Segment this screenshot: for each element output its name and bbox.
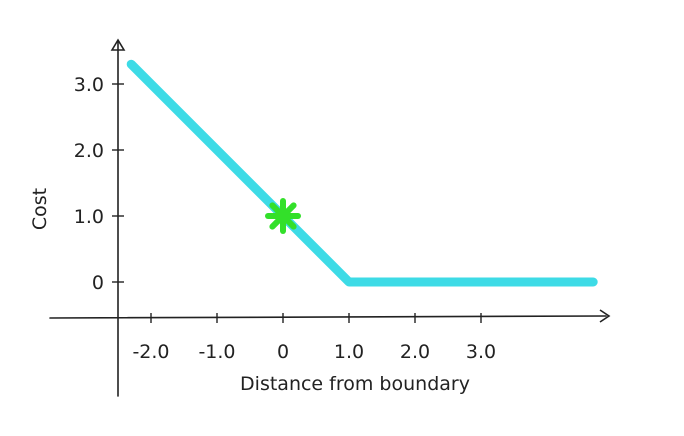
tick-labels: -2.0 -1.0 0 1.0 2.0 3.0 0 1.0 2.0 3.0 bbox=[74, 74, 496, 363]
axes bbox=[49, 38, 611, 397]
cost-line bbox=[126, 59, 598, 287]
y-tick-label: 1.0 bbox=[74, 206, 104, 228]
marker bbox=[265, 198, 301, 234]
x-tick-label: -1.0 bbox=[198, 341, 235, 363]
tick-marks bbox=[112, 83, 482, 323]
x-axis-arrow bbox=[599, 309, 611, 323]
x-tick-label: 3.0 bbox=[466, 341, 496, 363]
x-axis-label: Distance from boundary bbox=[240, 373, 470, 395]
x-tick-label: -2.0 bbox=[132, 341, 169, 363]
series bbox=[126, 59, 598, 287]
y-tick-label: 0 bbox=[92, 272, 104, 294]
y-tick-label: 2.0 bbox=[74, 140, 104, 162]
x-tick-label: 1.0 bbox=[334, 341, 364, 363]
y-axis-arrow bbox=[110, 38, 126, 51]
x-tick-label: 0 bbox=[277, 341, 289, 363]
x-axis-line bbox=[49, 315, 607, 319]
point-marker bbox=[265, 198, 301, 234]
y-tick-label: 3.0 bbox=[74, 74, 104, 96]
x-tick-label: 2.0 bbox=[400, 341, 430, 363]
y-axis-label: Cost bbox=[29, 188, 51, 230]
